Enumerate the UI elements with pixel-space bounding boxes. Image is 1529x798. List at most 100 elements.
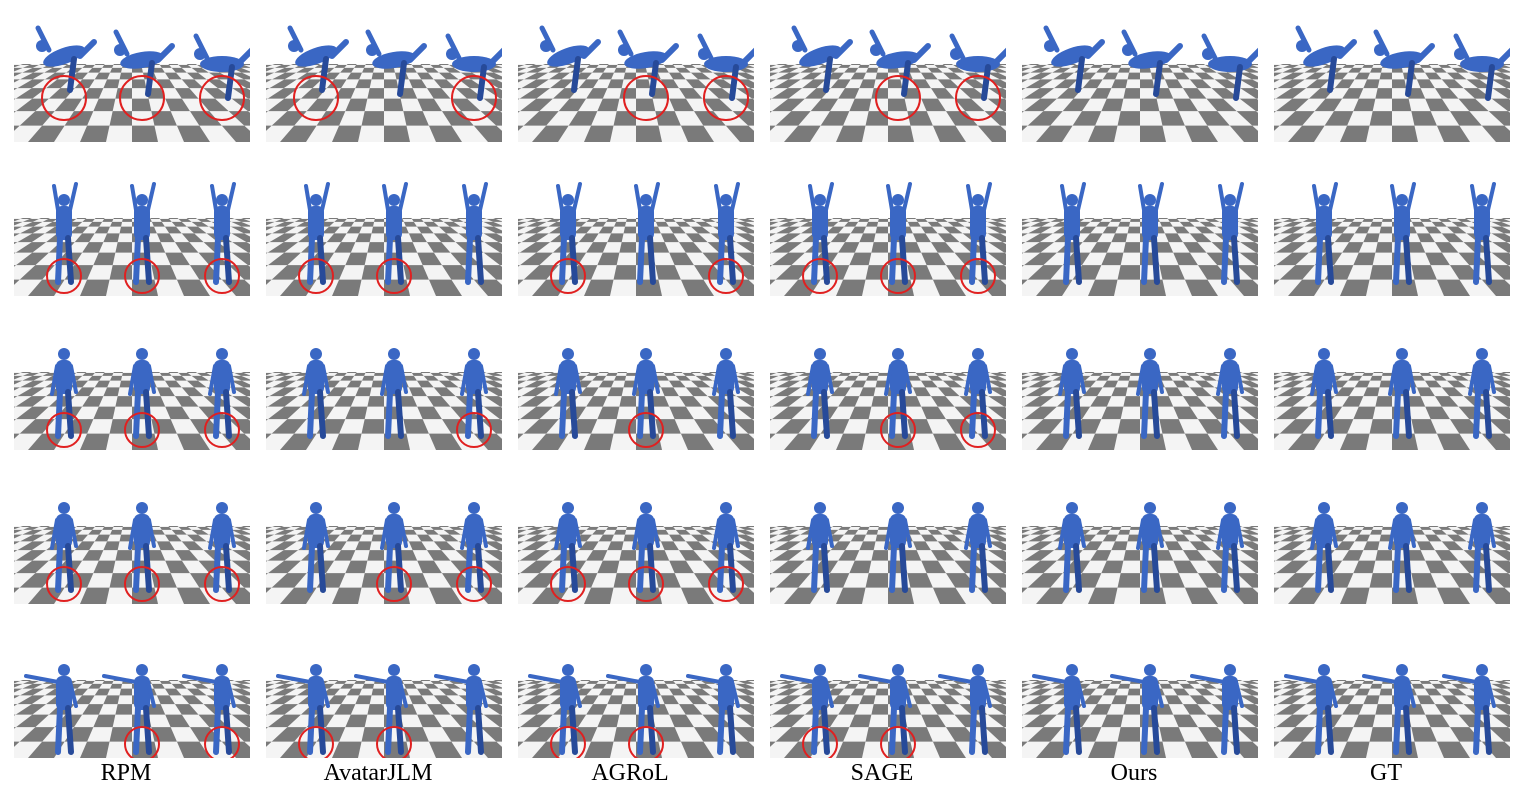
error-highlight-circle bbox=[802, 726, 838, 758]
rendered-scene bbox=[14, 664, 250, 758]
error-highlight-circle bbox=[41, 75, 87, 121]
human-figure bbox=[806, 502, 834, 593]
panel-rpm-row-4 bbox=[14, 478, 250, 604]
human-figure bbox=[938, 664, 992, 755]
human-figure bbox=[1295, 25, 1357, 93]
human-figure bbox=[686, 664, 740, 755]
error-highlight-circle bbox=[708, 258, 744, 294]
panel-rpm-row-3 bbox=[14, 324, 250, 450]
error-highlight-circle bbox=[550, 726, 586, 758]
rendered-scene bbox=[14, 25, 250, 142]
error-highlight-circle bbox=[628, 726, 664, 758]
panel-gt-row-2 bbox=[1274, 170, 1510, 296]
panel-agrol-row-1 bbox=[518, 16, 754, 142]
rendered-scene bbox=[266, 25, 502, 142]
error-highlight-circle bbox=[880, 412, 916, 448]
human-figure bbox=[884, 502, 912, 593]
rendered-scene bbox=[770, 664, 1006, 758]
panel-sage-row-5 bbox=[770, 632, 1006, 758]
error-highlight-circle bbox=[708, 566, 744, 602]
human-figure bbox=[697, 33, 754, 101]
human-figure bbox=[445, 33, 502, 101]
error-highlight-circle bbox=[550, 258, 586, 294]
error-highlight-circle bbox=[119, 75, 165, 121]
error-highlight-circle bbox=[456, 412, 492, 448]
panel-gt-row-3 bbox=[1274, 324, 1510, 450]
human-figure bbox=[1388, 348, 1416, 439]
human-figure bbox=[113, 29, 175, 97]
human-figure bbox=[1453, 33, 1510, 101]
error-highlight-circle bbox=[960, 412, 996, 448]
error-highlight-circle bbox=[880, 726, 916, 758]
human-figure bbox=[1310, 502, 1338, 593]
human-figure bbox=[1390, 182, 1416, 285]
rendered-scene bbox=[1274, 664, 1510, 758]
panel-sage-row-4 bbox=[770, 478, 1006, 604]
panel-agrol-row-2 bbox=[518, 170, 754, 296]
human-figure bbox=[1190, 664, 1244, 755]
human-figure bbox=[528, 664, 582, 755]
human-figure bbox=[1468, 502, 1496, 593]
panel-ours-row-2 bbox=[1022, 170, 1258, 296]
human-figure bbox=[462, 182, 488, 285]
rendered-scene bbox=[1274, 502, 1510, 604]
rendered-scene bbox=[770, 502, 1006, 604]
panel-sage-row-2 bbox=[770, 170, 1006, 296]
human-figure bbox=[1442, 664, 1496, 755]
rendered-scene bbox=[518, 348, 754, 450]
human-figure bbox=[1312, 182, 1338, 285]
panel-agrol-row-3 bbox=[518, 324, 754, 450]
rendered-scene bbox=[1022, 348, 1258, 450]
human-figure bbox=[539, 25, 601, 93]
error-highlight-circle bbox=[204, 412, 240, 448]
rendered-scene bbox=[518, 25, 754, 142]
human-figure bbox=[130, 182, 156, 285]
human-figure bbox=[1110, 664, 1164, 755]
column-label-agrol: AGRoL bbox=[591, 760, 669, 786]
column-label-ours: Ours bbox=[1110, 760, 1158, 786]
human-figure bbox=[964, 502, 992, 593]
error-highlight-circle bbox=[456, 566, 492, 602]
human-figure bbox=[24, 664, 78, 755]
error-highlight-circle bbox=[46, 566, 82, 602]
panel-avatarjlm-row-3 bbox=[266, 324, 502, 450]
human-figure bbox=[858, 664, 912, 755]
error-highlight-circle bbox=[550, 566, 586, 602]
human-figure bbox=[1373, 29, 1435, 97]
error-highlight-circle bbox=[703, 75, 749, 121]
human-figure bbox=[1136, 348, 1164, 439]
error-highlight-circle bbox=[293, 75, 339, 121]
error-highlight-circle bbox=[46, 412, 82, 448]
human-figure bbox=[1058, 348, 1086, 439]
human-figure bbox=[1043, 25, 1105, 93]
error-highlight-circle bbox=[124, 566, 160, 602]
human-figure bbox=[1388, 502, 1416, 593]
rendered-scene bbox=[1022, 25, 1258, 142]
rendered-scene bbox=[266, 182, 502, 296]
panel-sage-row-3 bbox=[770, 324, 1006, 450]
human-figure bbox=[1060, 182, 1086, 285]
panel-gt-row-1 bbox=[1274, 16, 1510, 142]
panel-gt-row-5 bbox=[1274, 632, 1510, 758]
error-highlight-circle bbox=[880, 258, 916, 294]
human-figure bbox=[302, 502, 330, 593]
error-highlight-circle bbox=[298, 726, 334, 758]
human-figure bbox=[380, 348, 408, 439]
human-figure bbox=[1032, 664, 1086, 755]
human-figure bbox=[1138, 182, 1164, 285]
error-highlight-circle bbox=[628, 566, 664, 602]
human-figure bbox=[434, 664, 488, 755]
error-highlight-circle bbox=[204, 566, 240, 602]
column-label-gt: GT bbox=[1370, 760, 1402, 786]
error-highlight-circle bbox=[376, 726, 412, 758]
human-figure bbox=[554, 348, 582, 439]
panel-rpm-row-1 bbox=[14, 16, 250, 142]
human-figure bbox=[1310, 348, 1338, 439]
human-figure bbox=[1136, 502, 1164, 593]
panel-agrol-row-5 bbox=[518, 632, 754, 758]
human-figure bbox=[1362, 664, 1416, 755]
human-figure bbox=[302, 348, 330, 439]
rendered-scene bbox=[14, 348, 250, 450]
panel-avatarjlm-row-2 bbox=[266, 170, 502, 296]
